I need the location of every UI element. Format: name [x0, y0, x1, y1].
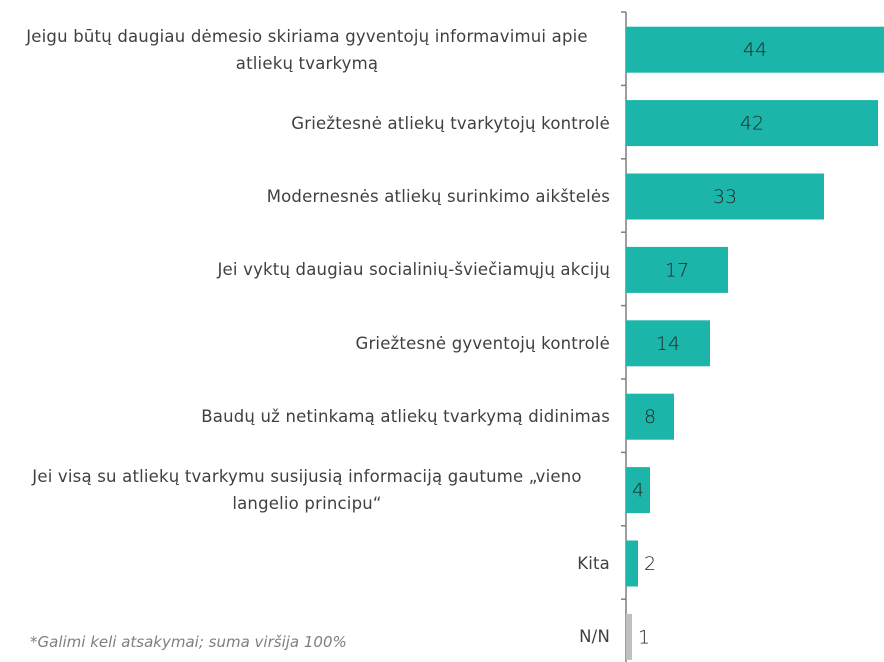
- category-label: Modernesnės atliekų surinkimo aikštelės: [266, 187, 610, 206]
- value-label: 4: [632, 480, 644, 502]
- category-label: Griežtesnė atliekų tvarkytojų kontrolė: [291, 113, 610, 133]
- value-label: 17: [665, 259, 689, 281]
- bar: [626, 100, 878, 147]
- category-label: Baudų už netinkamą atliekų tvarkymą didi…: [201, 407, 610, 427]
- category-label: Griežtesnė gyventojų kontrolė: [355, 333, 610, 353]
- category-label: Jei vyktų daugiau socialinių-šviečiamųjų…: [217, 260, 610, 280]
- bar: [626, 613, 632, 660]
- bar: [626, 467, 650, 514]
- bar: [626, 320, 710, 367]
- footnote: *Galimi keli atsakymai; suma viršija 100…: [30, 633, 347, 651]
- bar: [626, 173, 824, 220]
- value-label: 44: [743, 39, 767, 61]
- bar: [626, 246, 728, 293]
- bar: [626, 540, 638, 587]
- value-label: 33: [713, 186, 737, 208]
- bar: [626, 26, 884, 73]
- value-label: 14: [656, 333, 680, 355]
- category-label: Jeigu būtų daugiau dėmesio skiriama gyve…: [26, 26, 588, 73]
- bar: [626, 393, 674, 440]
- value-label: 42: [740, 113, 764, 135]
- value-label: 2: [644, 553, 656, 575]
- category-label: N/N: [579, 627, 610, 647]
- value-label: 1: [638, 626, 650, 648]
- value-label: 8: [644, 406, 656, 428]
- category-label: Jei visą su atliekų tvarkymu susijusią i…: [32, 467, 582, 514]
- category-label: Kita: [577, 554, 610, 573]
